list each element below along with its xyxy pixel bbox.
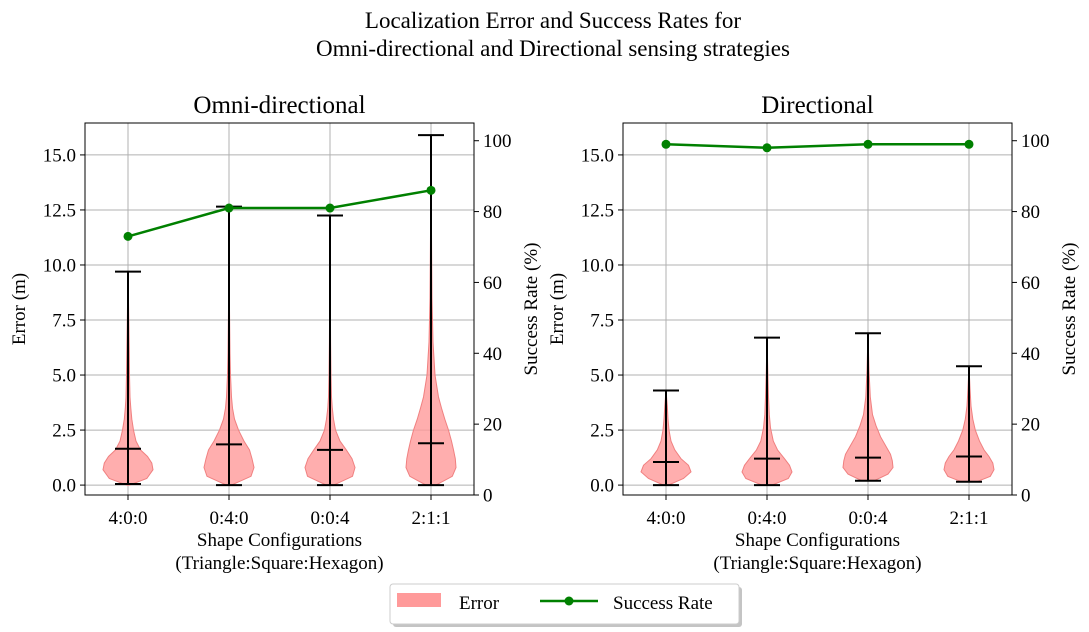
omni-directional-panel: 0.0 2.5 5.0 7.5 10.0 12.5 15.0 0 20 40 60 80 100 4:0:…: [9, 92, 542, 574]
legend-success-label: Success Rate: [613, 593, 713, 614]
success-rate-point-0:0:4: [325, 203, 335, 213]
y-right-tick-label: 40: [483, 344, 502, 365]
y-tick-label: 15.0: [43, 145, 76, 166]
directional-title: Directional: [761, 92, 874, 119]
y-tick-label: 5.0: [52, 366, 76, 387]
success-rate-point-4:0:0: [123, 231, 133, 241]
axes-frame: [622, 122, 1013, 496]
grid-lines: [623, 123, 1012, 495]
y-right-tick-label: 20: [483, 415, 502, 436]
x-tick-label: 2:1:1: [411, 508, 450, 529]
y-tick-label: 0.0: [590, 476, 614, 497]
y-right-tick-label: 20: [1021, 415, 1040, 436]
y-tick-label: 7.5: [52, 311, 76, 332]
y-tick-label: 5.0: [590, 366, 614, 387]
y-right-axis-label: Success Rate (%): [521, 243, 542, 376]
x-tick-label: 0:0:4: [310, 508, 350, 529]
directional-panel: 0.0 2.5 5.0 7.5 10.0 12.5 15.0 0 20 40 60 80 100 4:0:…: [547, 92, 1080, 574]
y-right-tick-label: 0: [483, 486, 493, 507]
y-tick-label: 7.5: [590, 311, 614, 332]
axes-frame: [84, 122, 475, 496]
x-tick-label: 0:0:4: [848, 508, 888, 529]
legend: Error Success Rate: [389, 583, 742, 627]
legend-box: [389, 583, 740, 625]
y-right-tick-label: 40: [1021, 344, 1040, 365]
y-right-tick-label: 80: [483, 202, 502, 223]
y-right-tick-label: 0: [1021, 486, 1031, 507]
success-rate-point-0:4:0: [762, 143, 772, 153]
y-right-tick-label: 80: [1021, 202, 1040, 223]
legend-error-swatch: [397, 593, 441, 607]
x-tick-label: 2:1:1: [949, 508, 988, 529]
figure-title-line2: Omni-directional and Directional sensing…: [316, 36, 790, 61]
y-tick-label: 10.0: [43, 255, 76, 276]
x-tick-label: 4:0:0: [108, 508, 147, 529]
success-rate-point-4:0:0: [661, 139, 671, 149]
success-rate-point-0:0:4: [863, 139, 873, 149]
legend-success-marker: [564, 596, 574, 606]
y-tick-label: 10.0: [581, 255, 614, 276]
y-tick-label: 2.5: [52, 421, 76, 442]
y-right-axis-label: Success Rate (%): [1059, 243, 1080, 376]
x-tick-label: 4:0:0: [646, 508, 685, 529]
success-rate-point-0:4:0: [224, 203, 234, 213]
x-axis-label-line1: Shape Configurations: [197, 530, 362, 551]
x-axis-label-line1: Shape Configurations: [735, 530, 900, 551]
y-tick-label: 12.5: [43, 200, 76, 221]
y-tick-label: 0.0: [52, 476, 76, 497]
y-right-tick-label: 60: [1021, 273, 1040, 294]
success-rate-point-2:1:1: [426, 185, 436, 195]
legend-error-label: Error: [459, 593, 500, 614]
y-right-tick-label: 100: [1021, 131, 1050, 152]
y-tick-label: 15.0: [581, 145, 614, 166]
figure-title-line1: Localization Error and Success Rates for: [365, 8, 742, 33]
x-axis-label-line2: (Triangle:Square:Hexagon): [175, 553, 383, 574]
x-tick-label: 0:4:0: [209, 508, 248, 529]
omni-title: Omni-directional: [193, 92, 365, 119]
y-axis-label: Error (m): [9, 273, 30, 345]
y-tick-label: 12.5: [581, 200, 614, 221]
x-tick-label: 0:4:0: [747, 508, 786, 529]
y-right-tick-label: 60: [483, 273, 502, 294]
y-right-tick-label: 100: [483, 131, 512, 152]
success-rate-line: [127, 189, 432, 238]
x-axis-label-line2: (Triangle:Square:Hexagon): [713, 553, 921, 574]
success-rate-point-2:1:1: [964, 139, 974, 149]
y-axis-label: Error (m): [547, 273, 568, 345]
success-rate-line: [665, 143, 969, 150]
y-tick-label: 2.5: [590, 421, 614, 442]
